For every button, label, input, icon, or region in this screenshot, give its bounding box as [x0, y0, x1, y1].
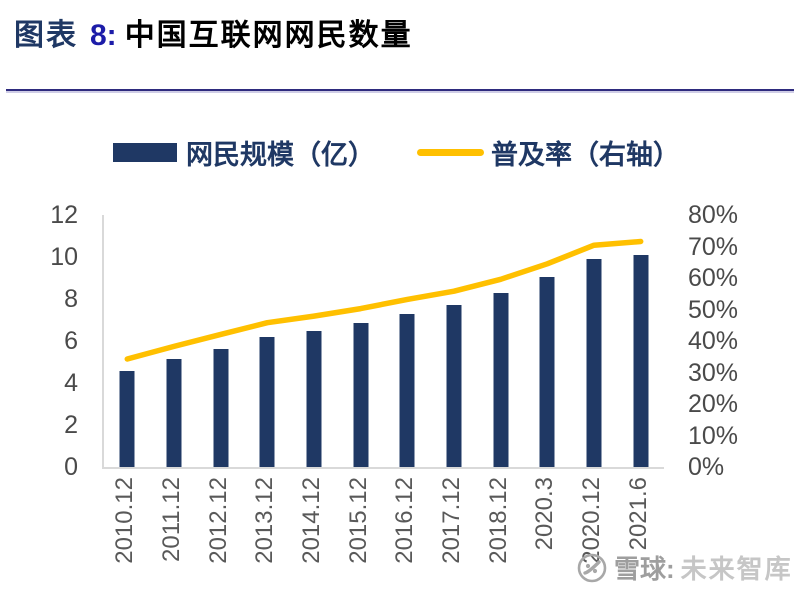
x-label-2014.12: 2014.12 [298, 477, 325, 564]
bar-2012.12 [213, 348, 229, 467]
xueqiu-logo-icon [577, 553, 607, 582]
bar-2013.12 [259, 337, 275, 467]
y-right-tick-70%: 70% [688, 232, 739, 261]
bar-2018.12 [493, 292, 509, 467]
figure-title-prefix: 图表 [14, 19, 78, 52]
bar-2021.6 [633, 254, 649, 467]
penetration-line [124, 238, 644, 362]
bar-2011.12 [166, 359, 182, 467]
y-left-tick-2: 2 [64, 411, 78, 439]
title-divider [6, 89, 794, 91]
y-right-tick-80%: 80% [688, 201, 739, 229]
y-right-tick-40%: 40% [688, 327, 739, 355]
y-right-tick-20%: 20% [688, 390, 739, 418]
x-label-2013.12: 2013.12 [251, 477, 279, 564]
y-right-tick-10%: 10% [688, 421, 739, 450]
x-label-2017.12: 2017.12 [438, 477, 465, 564]
bar-2016.12 [399, 313, 415, 467]
plot-area [102, 215, 664, 469]
line-layer [124, 238, 644, 362]
bar-swatch-icon [113, 142, 177, 162]
line-swatch-icon [417, 148, 484, 156]
bar-2015.12 [353, 322, 369, 467]
chart-legend: 网民规模（亿） 普及率（右轴） [113, 138, 680, 170]
y-left-tick-12: 12 [50, 201, 78, 229]
x-label-2011.12: 2011.12 [158, 477, 185, 562]
bar-2017.12 [446, 304, 462, 467]
figure-title: 图表 8: 中国互联网网民数量 [14, 10, 413, 54]
y-left-tick-0: 0 [64, 453, 78, 481]
x-label-2015.12: 2015.12 [344, 477, 372, 564]
y-right-tick-60%: 60% [688, 264, 739, 292]
x-label-2018.12: 2018.12 [484, 477, 512, 564]
legend-item-netizens: 网民规模（亿） [113, 133, 375, 172]
bar-2020.3 [539, 277, 555, 467]
y-left-tick-10: 10 [50, 243, 78, 271]
y-right-tick-0%: 0% [688, 453, 725, 481]
y-right-tick-30%: 30% [688, 358, 739, 387]
legend-label-netizens: 网民规模（亿） [186, 139, 375, 170]
figure-title-number: 8: [90, 19, 117, 52]
y-left-tick-8: 8 [64, 285, 78, 313]
x-label-2016.12: 2016.12 [391, 477, 419, 564]
watermark-brand: 雪球: [614, 554, 675, 584]
bar-2014.12 [306, 330, 322, 467]
watermark: 雪球: 未来智库 [576, 549, 793, 586]
legend-item-penetration: 普及率（右轴） [417, 133, 680, 172]
x-label-2012.12: 2012.12 [204, 477, 232, 564]
y-left-tick-6: 6 [64, 327, 78, 355]
y-left-tick-4: 4 [64, 369, 78, 397]
figure-title-text: 中国互联网网民数量 [124, 19, 413, 52]
watermark-name: 未来智库 [680, 554, 793, 584]
x-label-2010.12: 2010.12 [111, 477, 139, 564]
legend-label-penetration: 普及率（右轴） [491, 139, 680, 170]
y-right-tick-50%: 50% [688, 295, 739, 324]
bar-2010.12 [119, 371, 135, 467]
bar-2020.12 [586, 259, 602, 467]
x-label-2020.3: 2020.3 [531, 477, 559, 551]
